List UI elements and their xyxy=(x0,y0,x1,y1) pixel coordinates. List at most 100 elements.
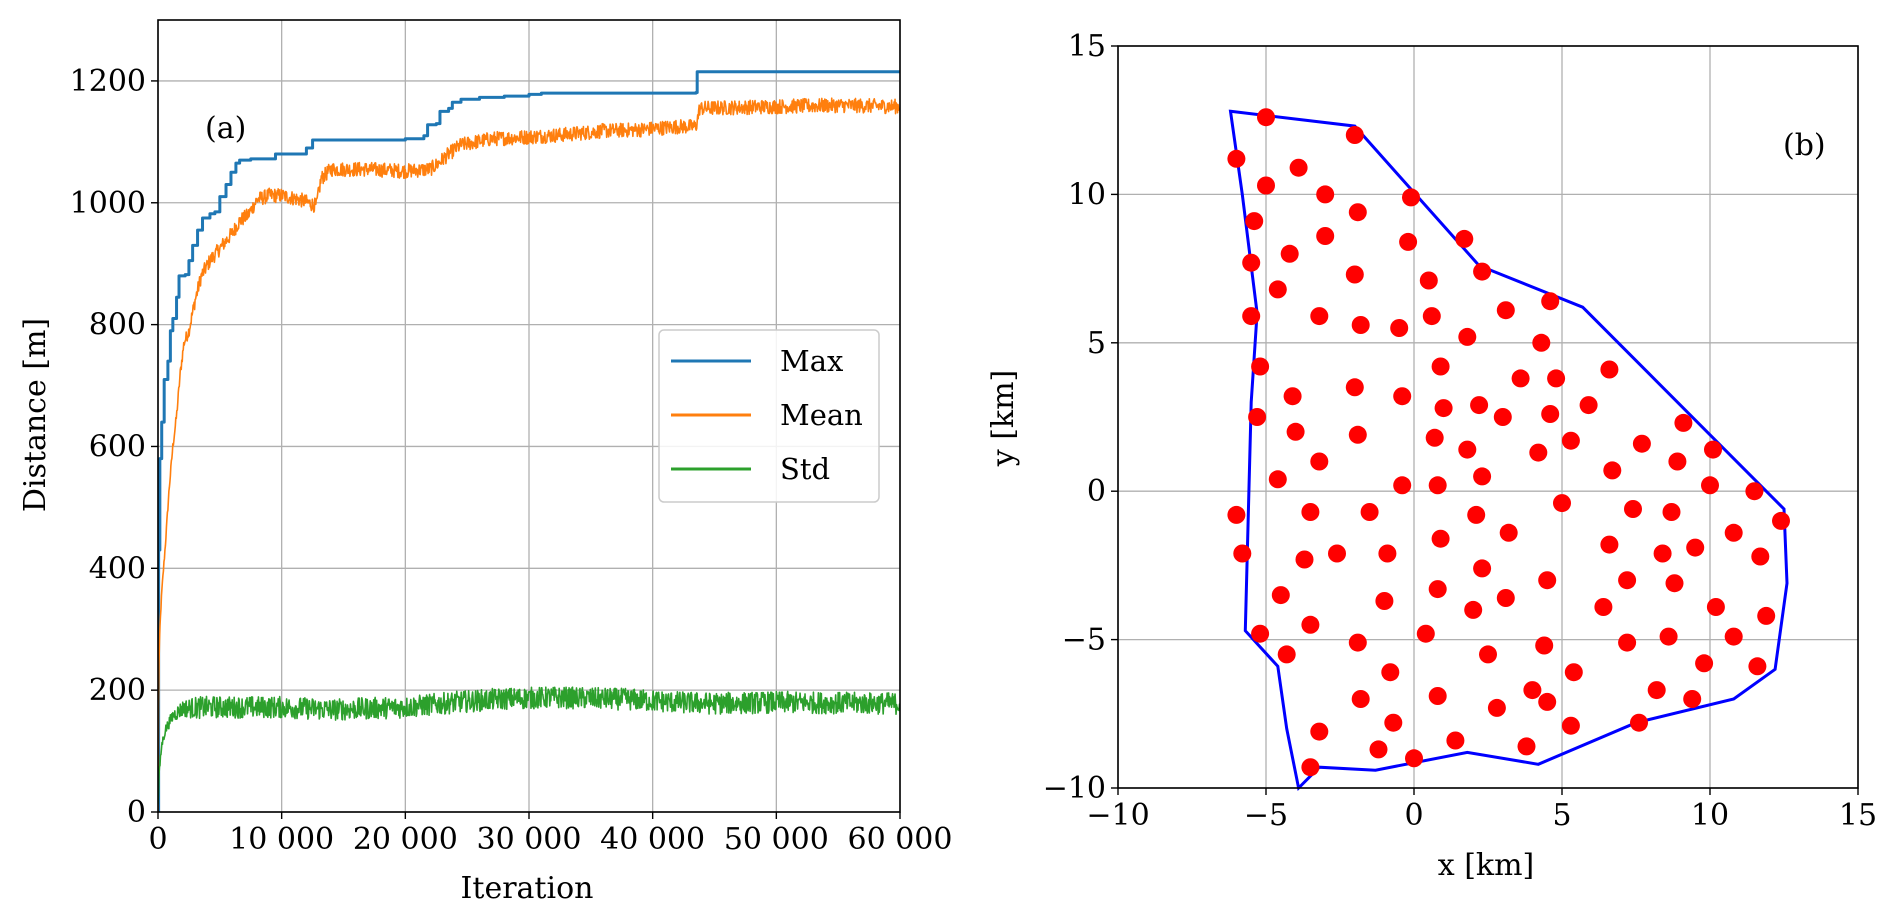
turbine-point xyxy=(1538,692,1557,711)
turbine-point xyxy=(1345,126,1364,144)
panel-a-label: (a) xyxy=(205,111,246,146)
turbine-point xyxy=(1251,624,1270,643)
turbine-point xyxy=(1538,571,1557,590)
panel-b-ticks: −10 −5 0 5 10 15 −10 −5 0 5 10 15 xyxy=(1043,29,1877,833)
turbine-point xyxy=(1772,511,1790,530)
turbine-point xyxy=(1428,687,1447,705)
panel-a-loss-chart: 0 10 000 20 000 30 000 40 000 50 000 60 000 0 20… xyxy=(18,19,953,906)
turbine-point xyxy=(1499,523,1518,542)
turbine-point xyxy=(1547,369,1566,388)
turbine-point xyxy=(1647,681,1666,700)
turbine-point xyxy=(1479,645,1497,664)
turbine-point xyxy=(1348,425,1367,444)
turbine-point xyxy=(1286,422,1305,441)
turbine-point xyxy=(1419,271,1438,290)
y-tick-label: 200 xyxy=(89,673,146,708)
turbine-point xyxy=(1384,713,1403,732)
x-tick-label: 5 xyxy=(1552,798,1571,833)
turbine-point xyxy=(1268,280,1287,299)
turbine-point xyxy=(1529,443,1548,462)
y-tick-label: 1000 xyxy=(70,186,146,221)
y-tick-label: 5 xyxy=(1087,326,1106,361)
x-tick-label: 60 000 xyxy=(848,822,953,857)
turbine-point xyxy=(1458,327,1477,346)
turbine-point xyxy=(1405,749,1423,768)
turbine-point xyxy=(1393,387,1412,406)
turbine-point xyxy=(1360,503,1379,521)
y-tick-label: −10 xyxy=(1043,771,1106,806)
turbine-point xyxy=(1695,654,1714,673)
turbine-point xyxy=(1310,307,1329,326)
turbine-point xyxy=(1517,737,1536,756)
turbine-point xyxy=(1701,476,1719,495)
turbine-point xyxy=(1668,452,1687,471)
turbine-point xyxy=(1257,176,1275,195)
turbine-point xyxy=(1233,544,1252,563)
x-tick-label: −5 xyxy=(1244,798,1288,833)
y-tick-label: 0 xyxy=(127,795,146,830)
panel-b-axes-frame xyxy=(1117,45,1859,789)
x-tick-label: 30 000 xyxy=(477,822,582,857)
turbine-point xyxy=(1464,600,1483,619)
legend-label-std: Std xyxy=(780,452,830,486)
turbine-point xyxy=(1390,319,1409,337)
y-tick-label: 800 xyxy=(89,308,146,343)
turbine-point xyxy=(1724,627,1743,646)
panel-a-ticks: 0 10 000 20 000 30 000 40 000 50 000 60 000 0 20… xyxy=(70,64,953,857)
x-tick-label: 0 xyxy=(1404,798,1423,833)
turbine-point xyxy=(1706,598,1725,616)
turbine-point xyxy=(1686,538,1705,557)
turbine-point xyxy=(1416,624,1435,643)
turbine-point xyxy=(1227,505,1246,524)
turbine-point xyxy=(1662,503,1681,521)
turbine-point xyxy=(1446,731,1465,750)
turbine-point xyxy=(1242,253,1261,272)
turbine-point xyxy=(1402,188,1420,207)
turbine-point xyxy=(1375,592,1394,610)
panel-a-y-axis-label: Distance [m] xyxy=(18,318,53,512)
x-tick-label: 15 xyxy=(1839,798,1877,833)
turbine-point xyxy=(1345,265,1364,284)
turbine-point xyxy=(1301,503,1320,521)
turbine-point xyxy=(1473,467,1492,486)
x-tick-label: 10 xyxy=(1691,798,1729,833)
turbine-point xyxy=(1422,307,1441,326)
turbine-point xyxy=(1434,399,1453,418)
series-line-mean xyxy=(158,97,900,812)
turbine-point xyxy=(1289,158,1308,177)
turbine-point xyxy=(1431,357,1450,376)
turbine-point xyxy=(1467,505,1486,524)
turbine-point xyxy=(1455,229,1474,248)
turbine-point xyxy=(1624,500,1642,518)
turbine-point xyxy=(1683,690,1702,708)
turbine-point xyxy=(1748,657,1767,676)
y-tick-label: 400 xyxy=(89,551,146,586)
turbine-point xyxy=(1618,571,1637,590)
turbine-point xyxy=(1295,550,1314,569)
turbine-point xyxy=(1271,586,1290,605)
turbine-point xyxy=(1470,396,1489,415)
panel-b-layout-chart: −10 −5 0 5 10 15 −10 −5 0 5 10 15 (b) x [km] y [km] xyxy=(986,29,1877,883)
series-line-max xyxy=(158,70,900,812)
turbine-point xyxy=(1428,476,1447,495)
panel-b-x-axis-label: x [km] xyxy=(1438,848,1535,883)
turbine-point xyxy=(1564,663,1583,682)
y-tick-label: 1200 xyxy=(70,64,146,99)
turbine-point xyxy=(1532,333,1551,352)
turbine-point xyxy=(1248,408,1267,426)
turbine-point xyxy=(1473,262,1492,281)
turbine-point xyxy=(1751,547,1770,566)
turbine-point xyxy=(1348,203,1367,222)
turbine-point xyxy=(1378,544,1397,563)
turbine-point xyxy=(1251,357,1270,376)
turbine-point xyxy=(1351,690,1370,708)
turbine-point xyxy=(1425,428,1444,447)
turbine-point xyxy=(1535,636,1554,655)
panel-b-points xyxy=(1227,108,1790,777)
turbine-point xyxy=(1561,716,1580,735)
turbine-point xyxy=(1724,523,1743,542)
site-boundary xyxy=(1228,109,1789,792)
turbine-point xyxy=(1257,108,1275,127)
legend-box xyxy=(658,329,880,503)
turbine-point xyxy=(1674,413,1693,432)
